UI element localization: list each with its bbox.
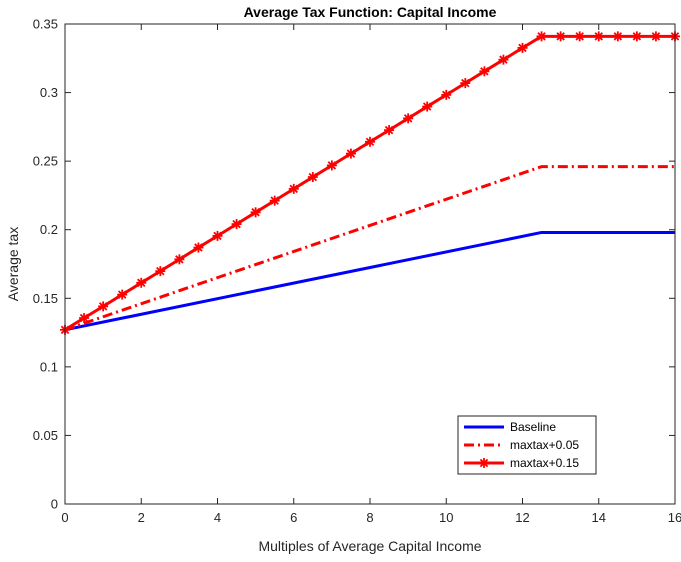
series-3-marker [555,31,566,42]
series-line-2 [64,165,675,332]
series-3-marker [231,219,242,230]
y-tick-label: 0.3 [40,85,58,100]
series-3-marker [117,289,128,300]
series-3-marker [631,31,642,42]
series-3-marker [212,230,223,241]
legend-label: maxtax+0.15 [510,456,579,470]
series-3-marker [79,313,90,324]
series-3-marker [288,183,299,194]
legend-label: maxtax+0.05 [510,438,579,452]
series-3-marker [479,66,490,77]
x-tick-label: 10 [439,510,453,525]
series-3-marker [174,254,185,265]
y-tick-label: 0.25 [33,154,58,169]
legend: Baseline maxtax+0.05 maxtax+0.15 [457,415,597,475]
series-3-marker [422,101,433,112]
series-3-marker [612,31,623,42]
x-tick-label: 14 [592,510,606,525]
y-tick-label: 0.35 [33,17,58,32]
x-tick-label: 4 [214,510,221,525]
x-tick-label: 8 [366,510,373,525]
series-3-marker [574,31,585,42]
series-3-marker [517,42,528,53]
series-3-marker [193,242,204,253]
series-3-marker [650,31,661,42]
x-tick-label: 2 [138,510,145,525]
series-3-marker [403,113,414,124]
y-tick-label: 0 [51,497,58,512]
y-axis-label: Average tax [5,227,21,301]
series-3-marker [326,160,337,171]
series-3-marker [250,207,261,218]
series-3-marker [593,31,604,42]
series-3-marker [307,172,318,183]
legend-label: Baseline [510,420,556,434]
y-tick-label: 0.1 [40,359,58,374]
series-3-marker [98,301,109,312]
x-tick-label: 0 [61,510,68,525]
series-3-marker [345,148,356,159]
x-tick-label: 16 [668,510,681,525]
series-3-marker [269,195,280,206]
series-layer [60,31,680,335]
series-line-1 [64,230,675,332]
series-3-marker [498,54,509,65]
y-tick-label: 0.05 [33,428,58,443]
series-3-marker [441,89,452,100]
tick-layer: 0 2 4 6 8 10 12 14 16 0 0.05 0.1 0.15 0.2 0.25 0.3 0.35 [33,17,681,526]
chart-title: Average Tax Function: Capital Income [244,4,497,20]
legend-entry-3: maxtax+0.15 [464,456,579,470]
y-tick-label: 0.2 [40,222,58,237]
series-3-marker [365,136,375,147]
x-tick-label: 12 [515,510,529,525]
legend-entry-1: Baseline [464,420,556,434]
legend-marker [479,458,489,468]
series-3-marker [155,266,166,277]
legend-entry-2: maxtax+0.05 [464,438,579,452]
series-3-marker [460,78,471,89]
x-axis-label: Multiples of Average Capital Income [258,538,481,554]
series-3-marker [536,31,547,42]
y-tick-label: 0.15 [33,291,58,306]
x-tick-label: 6 [290,510,297,525]
series-3-marker [384,125,395,136]
series-3-marker [136,277,147,288]
